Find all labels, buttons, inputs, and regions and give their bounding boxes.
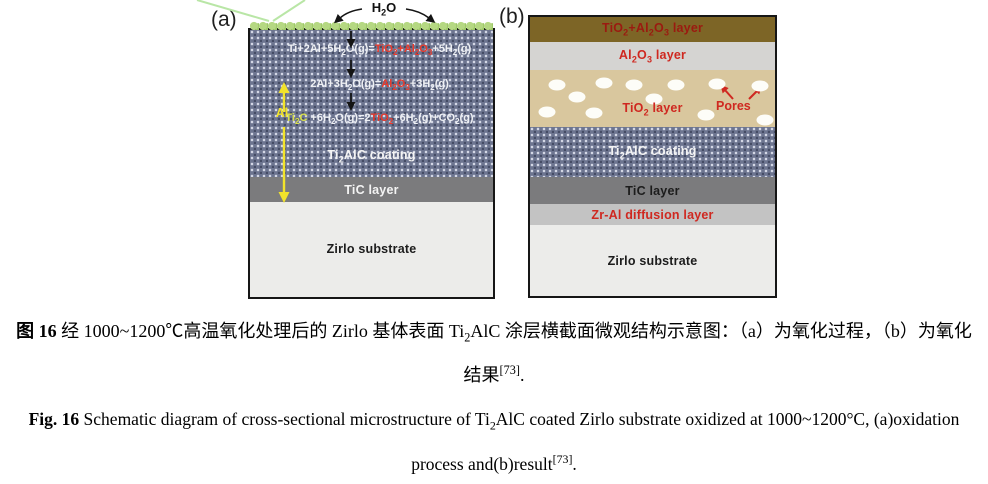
tio2-al2o3-mixed-oxide-layer: TiO2+Al2O3 layer [530, 17, 775, 42]
al2o3-layer-label: Al2O3 layer [618, 47, 687, 65]
caption-chinese-line2: 结果[73]. [463, 363, 525, 385]
tio2-layer-with-pores: TiO2 layer Pores [530, 70, 775, 127]
panel-b-tic-layer: TiC layer [530, 177, 775, 204]
tio2-layer-label: TiO2 layer [622, 101, 683, 118]
pore [585, 107, 603, 119]
pores-label: Pores [716, 99, 751, 113]
panel-b-zirlo-substrate-layer: Zirlo substrate [530, 225, 775, 296]
panel-b: TiO2+Al2O3 layer Al2O3 layer TiO2 layer … [528, 15, 777, 298]
panel-a-coating-label: Ti2AlC coating [327, 148, 416, 165]
panel-a-zirlo-substrate-layer: Zirlo substrate [250, 202, 493, 297]
panel-a-substrate-label: Zirlo substrate [326, 242, 417, 256]
pore [568, 91, 586, 103]
pore [756, 114, 774, 126]
panel-b-ti2alc-coating-layer: Ti2AlC coating [530, 127, 775, 177]
surface-oxide-nodules [250, 21, 493, 31]
pore [595, 77, 612, 89]
pore [625, 79, 643, 91]
panel-a-tag: (a) [211, 8, 237, 31]
panel-a: Ti+2Al+5H2O(g)=TiO2+Al2O3+5H2(g) 2Al+3H2… [248, 21, 495, 299]
panel-a-tic-layer: TiC layer [250, 177, 493, 202]
panel-a-ti2alc-coating-layer: Ti+2Al+5H2O(g)=TiO2+Al2O3+5H2(g) 2Al+3H2… [250, 30, 493, 177]
tio2-al2o3-layer-label: TiO2+Al2O3 layer [601, 21, 704, 38]
pore [667, 79, 685, 91]
reaction-equation-2: 2Al+3H2O(g)=Al2O3+3H2(g) [310, 78, 449, 93]
pore [645, 93, 663, 105]
al2o3-layer: Al2O3 layer [530, 42, 775, 70]
caption-english-line1: Fig. 16 Schematic diagram of cross-secti… [28, 409, 960, 433]
pore [708, 78, 726, 90]
zr-al-diffusion-layer-label: Zr-Al diffusion layer [591, 207, 714, 222]
pore [697, 109, 715, 121]
h2o-label: H2O [371, 0, 397, 18]
panel-a-tic-label: TiC layer [344, 182, 399, 197]
pore [751, 80, 769, 92]
pore [548, 79, 566, 91]
zr-al-diffusion-layer: Zr-Al diffusion layer [530, 204, 775, 225]
panel-b-tag: (b) [499, 5, 525, 28]
reaction-equation-3: Ti2C +6H2O(g)=2TiO2+6H2(g)+CO2(g) [285, 112, 474, 127]
al-diffusion-label: Al [275, 106, 289, 120]
panel-b-tic-label: TiC layer [625, 183, 680, 198]
pore [538, 106, 556, 118]
reaction-equation-1: Ti+2Al+5H2O(g)=TiO2+Al2O3+5H2(g) [287, 43, 472, 58]
figure-16-diagram: (a) (b) H2O Ti+2Al+5H2O(g)=TiO2+Al2O3+5H… [196, 0, 777, 299]
caption-chinese-line1: 图 16 经 1000~1200℃高温氧化处理后的 Zirlo 基体表面 Ti2… [16, 321, 972, 345]
panel-b-substrate-label: Zirlo substrate [607, 253, 698, 268]
panel-b-coating-label: Ti2AlC coating [608, 143, 697, 161]
caption-english-line2: process and(b)result[73]. [411, 452, 577, 474]
